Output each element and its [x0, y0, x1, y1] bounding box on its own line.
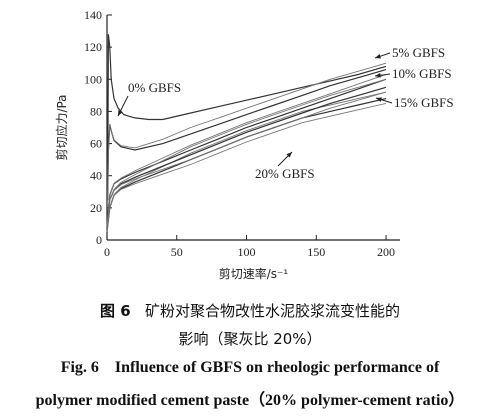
y-tick-label: 80 [90, 104, 102, 118]
caption-en-line2: polymer modified cement paste（20% polyme… [0, 386, 500, 410]
series-annotation: 15% GBFS [394, 95, 454, 110]
y-tick-label: 120 [84, 40, 102, 54]
series-line [106, 98, 387, 233]
caption-en-fig: Fig. 6 [60, 359, 99, 376]
x-tick-label: 200 [377, 245, 395, 259]
x-tick-label: 150 [307, 245, 325, 259]
annotation-arrowhead [375, 72, 381, 78]
series-annotation: 5% GBFS [392, 45, 445, 60]
caption-cn-text2: 影响（聚灰比 20%） [178, 330, 322, 348]
y-tick-label: 140 [84, 8, 102, 22]
series-line [106, 78, 387, 224]
caption-cn-fig: 图 6 [100, 302, 131, 320]
series-annotation: 0% GBFS [128, 80, 181, 95]
series-annotation: 20% GBFS [255, 166, 315, 181]
series-line [106, 91, 387, 228]
caption-en-text2: polymer modified cement paste（20% polyme… [35, 392, 465, 409]
caption-cn-line2: 影响（聚灰比 20%） [0, 328, 500, 349]
series-line [106, 102, 387, 233]
series-annotation: 10% GBFS [392, 66, 452, 81]
x-tick-label: 0 [104, 245, 110, 259]
y-tick-label: 60 [90, 137, 102, 151]
series-line [106, 74, 387, 224]
axes: 0 50 100 150 200 0 20 40 60 80 100 120 140 [84, 8, 400, 259]
y-tick-label: 100 [84, 72, 102, 86]
annotation-arrowhead [286, 152, 292, 158]
y-tick-label: 0 [96, 233, 102, 247]
y-tick-label: 40 [90, 169, 102, 183]
caption-cn-text1: 矿粉对聚合物改性水泥胶浆流变性能的 [144, 302, 400, 320]
x-tick-label: 50 [171, 245, 183, 259]
caption-en-line1: Fig. 6 Influence of GBFS on rheologic pe… [0, 359, 500, 377]
y-axis-label: 剪切应力/Pa [54, 94, 69, 160]
annotation-arrowhead [376, 97, 382, 102]
caption-en-text1: Influence of GBFS on rheologic performan… [114, 359, 440, 376]
series-line [106, 91, 387, 233]
series-line [106, 78, 387, 228]
x-axis-label: 剪切速率/s⁻¹ [219, 266, 289, 281]
curve-labels: 0% GBFS 5% GBFS 10% GBFS 15% GBFS 20% GBFS [117, 45, 454, 181]
series-line [107, 34, 387, 192]
series-line [107, 62, 387, 200]
rheology-chart: 0 50 100 150 200 0 20 40 60 80 100 120 140 0% GBFS 5%… [54, 8, 454, 281]
curves [106, 34, 387, 233]
annotation-arrowhead [118, 110, 123, 116]
y-tick-label: 20 [90, 201, 102, 215]
caption-cn-line1: 图 6 矿粉对聚合物改性水泥胶浆流变性能的 [0, 300, 500, 321]
annotation-arrowhead [375, 54, 381, 59]
x-tick-label: 100 [238, 245, 256, 259]
